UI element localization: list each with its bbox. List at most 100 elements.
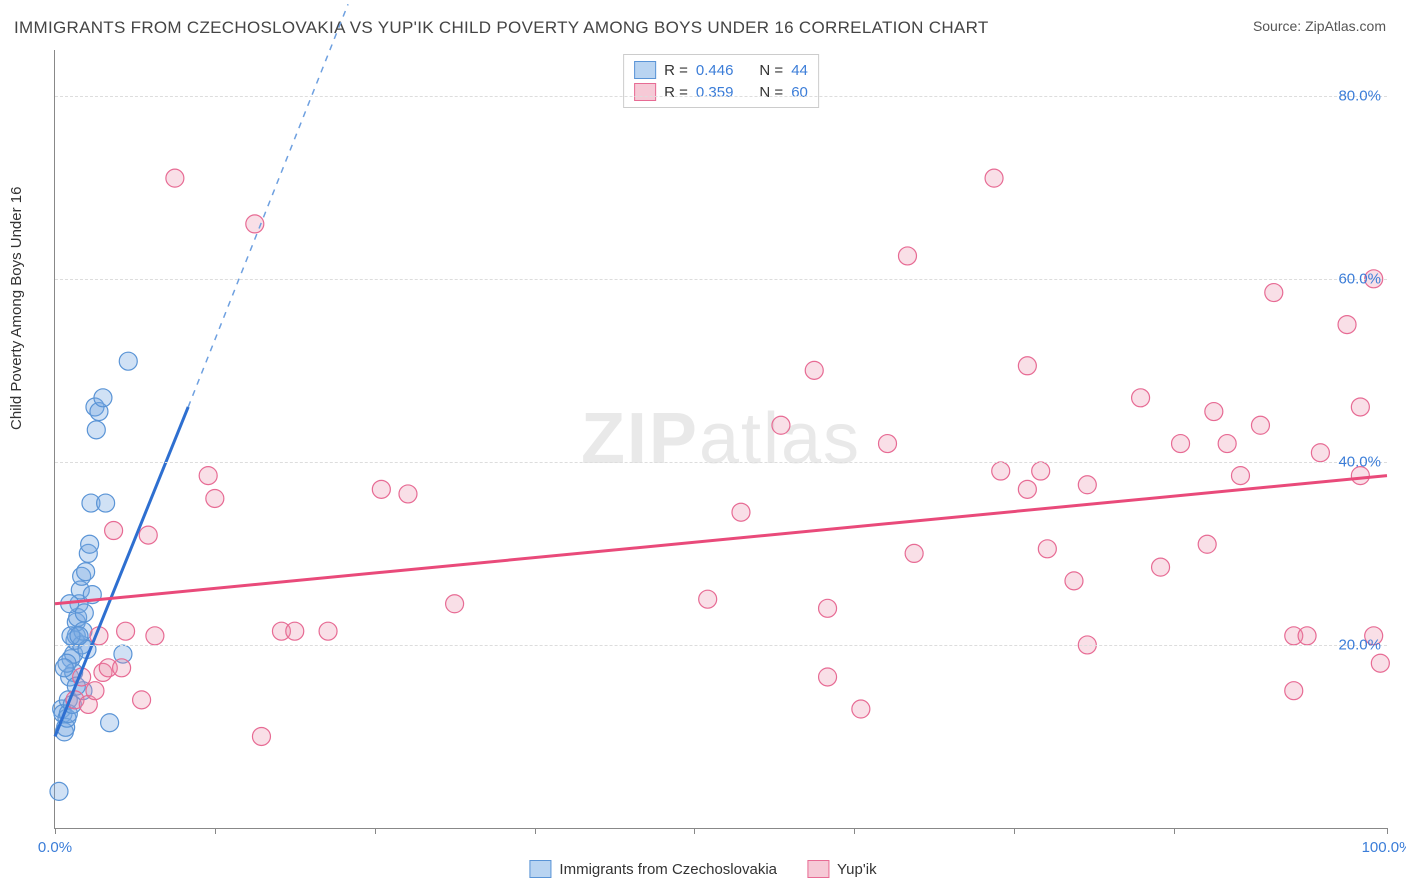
data-point <box>805 361 823 379</box>
ytick-label: 60.0% <box>1338 270 1381 287</box>
y-axis-label: Child Poverty Among Boys Under 16 <box>8 187 25 430</box>
data-point <box>1231 467 1249 485</box>
gridline-h <box>55 96 1387 97</box>
data-point <box>905 544 923 562</box>
legend-row-series-1: R = 0.359 N = 60 <box>634 81 808 103</box>
data-point <box>319 622 337 640</box>
chart-title: IMMIGRANTS FROM CZECHOSLOVAKIA VS YUP'IK… <box>14 18 989 38</box>
data-point <box>898 247 916 265</box>
n-label: N = <box>759 84 783 101</box>
n-value-1: 60 <box>791 84 808 101</box>
data-point <box>1371 654 1389 672</box>
data-point <box>206 489 224 507</box>
data-point <box>105 522 123 540</box>
data-point <box>399 485 417 503</box>
source-label: Source: <box>1253 18 1305 34</box>
data-point <box>133 691 151 709</box>
legend-label-0: Immigrants from Czechoslovakia <box>559 861 777 878</box>
data-point <box>1132 389 1150 407</box>
swatch-series-0 <box>634 61 656 79</box>
swatch-series-0-bottom <box>529 860 551 878</box>
gridline-h <box>55 645 1387 646</box>
xtick <box>1387 828 1388 834</box>
data-point <box>97 494 115 512</box>
plot-area: ZIPatlas R = 0.446 N = 44 R = 0.359 N = … <box>54 50 1387 829</box>
data-point <box>699 590 717 608</box>
data-point <box>372 480 390 498</box>
ytick-label: 80.0% <box>1338 87 1381 104</box>
data-point <box>1205 403 1223 421</box>
xtick <box>55 828 56 834</box>
r-value-0: 0.446 <box>696 62 734 79</box>
gridline-h <box>55 462 1387 463</box>
data-point <box>81 535 99 553</box>
data-point <box>1065 572 1083 590</box>
data-point <box>50 782 68 800</box>
data-point <box>1032 462 1050 480</box>
data-point <box>1218 435 1236 453</box>
data-point <box>446 595 464 613</box>
data-point <box>732 503 750 521</box>
xtick <box>1174 828 1175 834</box>
data-point <box>1311 444 1329 462</box>
data-point <box>77 563 95 581</box>
data-point <box>101 714 119 732</box>
data-point <box>113 659 131 677</box>
legend-item-1: Yup'ik <box>807 860 877 878</box>
r-label: R = <box>664 62 688 79</box>
xtick-label: 0.0% <box>38 839 72 856</box>
data-point <box>1198 535 1216 553</box>
data-point <box>852 700 870 718</box>
data-point <box>1172 435 1190 453</box>
data-point <box>1078 476 1096 494</box>
data-point <box>86 682 104 700</box>
xtick <box>375 828 376 834</box>
data-point <box>819 668 837 686</box>
data-point <box>87 421 105 439</box>
data-point <box>252 727 270 745</box>
data-point <box>199 467 217 485</box>
data-point <box>992 462 1010 480</box>
chart-svg <box>55 50 1387 828</box>
legend-item-0: Immigrants from Czechoslovakia <box>529 860 777 878</box>
r-label: R = <box>664 84 688 101</box>
data-point <box>94 389 112 407</box>
n-value-0: 44 <box>791 62 808 79</box>
legend-label-1: Yup'ik <box>837 861 877 878</box>
trend-line <box>55 476 1387 604</box>
ytick-label: 20.0% <box>1338 636 1381 653</box>
data-point <box>772 416 790 434</box>
data-point <box>55 659 73 677</box>
data-point <box>70 627 88 645</box>
data-point <box>1298 627 1316 645</box>
xtick <box>215 828 216 834</box>
data-point <box>819 599 837 617</box>
data-point <box>1018 357 1036 375</box>
data-point <box>1265 284 1283 302</box>
data-point <box>1338 316 1356 334</box>
gridline-h <box>55 279 1387 280</box>
data-point <box>879 435 897 453</box>
n-label: N = <box>759 62 783 79</box>
trend-line-extrapolated <box>188 4 348 407</box>
data-point <box>146 627 164 645</box>
data-point <box>1152 558 1170 576</box>
data-point <box>1285 682 1303 700</box>
source-attribution: Source: ZipAtlas.com <box>1253 18 1386 34</box>
ytick-label: 40.0% <box>1338 453 1381 470</box>
xtick-label: 100.0% <box>1362 839 1406 856</box>
data-point <box>1251 416 1269 434</box>
data-point <box>1018 480 1036 498</box>
xtick <box>535 828 536 834</box>
xtick <box>854 828 855 834</box>
source-value: ZipAtlas.com <box>1305 18 1386 34</box>
swatch-series-1-bottom <box>807 860 829 878</box>
swatch-series-1 <box>634 83 656 101</box>
data-point <box>286 622 304 640</box>
legend-series: Immigrants from Czechoslovakia Yup'ik <box>529 860 876 878</box>
data-point <box>117 622 135 640</box>
data-point <box>985 169 1003 187</box>
legend-correlation: R = 0.446 N = 44 R = 0.359 N = 60 <box>623 54 819 108</box>
data-point <box>119 352 137 370</box>
data-point <box>166 169 184 187</box>
